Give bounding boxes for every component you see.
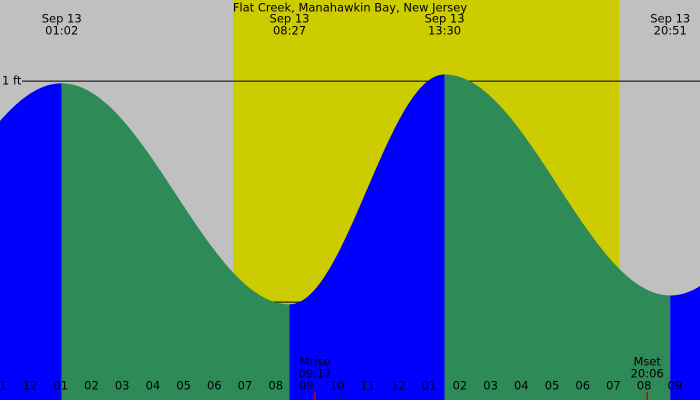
extreme-time: 13:30 xyxy=(428,24,461,38)
extreme-time: 01:02 xyxy=(45,24,78,38)
x-tick-label: 10 xyxy=(330,379,345,393)
extreme-date: Sep 13 xyxy=(650,12,690,26)
falling-tide xyxy=(444,74,671,400)
x-tick-label: 08 xyxy=(637,379,652,393)
x-tick-label: 07 xyxy=(606,379,621,393)
x-tick-label: 09 xyxy=(299,379,314,393)
x-tick-label: 01 xyxy=(422,379,437,393)
falling-tide xyxy=(61,83,290,400)
y-tick-label: 1 ft xyxy=(2,74,22,88)
x-tick-label: 03 xyxy=(483,379,498,393)
rising-tide xyxy=(670,286,700,400)
x-tick-label: 12 xyxy=(391,379,406,393)
moon-event: Mrise xyxy=(300,355,331,369)
x-tick-label: 09 xyxy=(668,379,683,393)
extreme-time: 20:51 xyxy=(654,24,687,38)
x-tick-label: 02 xyxy=(453,379,468,393)
moon-time: 20:06 xyxy=(631,367,664,381)
x-tick-label: 11 xyxy=(0,379,7,393)
x-tick-label: 08 xyxy=(268,379,283,393)
rising-tide xyxy=(289,74,445,400)
x-tick-label: 01 xyxy=(53,379,68,393)
x-tick-label: 04 xyxy=(146,379,161,393)
x-tick-label: 12 xyxy=(23,379,38,393)
rising-tide xyxy=(0,83,62,400)
x-tick-label: 04 xyxy=(514,379,529,393)
x-tick-label: 11 xyxy=(360,379,375,393)
moon-event: Mset xyxy=(633,355,661,369)
extreme-time: 08:27 xyxy=(273,24,306,38)
extreme-date: Sep 13 xyxy=(270,12,310,26)
x-tick-label: 05 xyxy=(545,379,560,393)
x-tick-label: 07 xyxy=(238,379,253,393)
chart-title: Flat Creek, Manahawkin Bay, New Jersey xyxy=(233,1,468,15)
x-tick-label: 06 xyxy=(575,379,590,393)
x-tick-label: 06 xyxy=(207,379,222,393)
extreme-date: Sep 13 xyxy=(425,12,465,26)
x-tick-label: 03 xyxy=(115,379,130,393)
x-tick-label: 05 xyxy=(176,379,191,393)
x-tick-label: 02 xyxy=(84,379,99,393)
moon-time: 09:17 xyxy=(298,367,331,381)
extreme-date: Sep 13 xyxy=(42,12,82,26)
